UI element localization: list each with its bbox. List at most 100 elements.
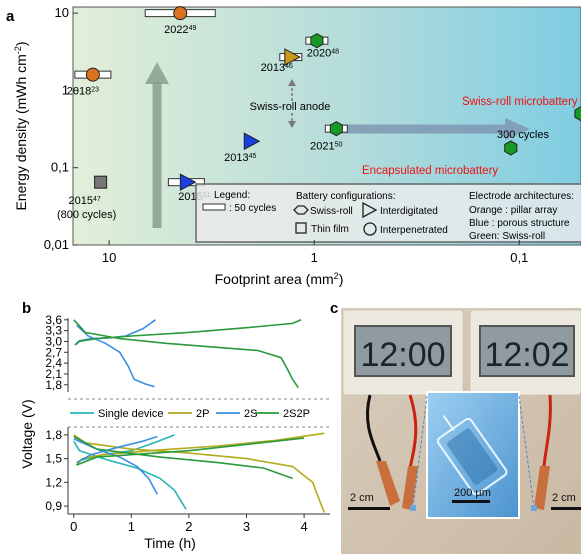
y-tick-label-b-top: 2,1: [45, 367, 62, 381]
axis-ticks-a: 10 1 0,1 10 1 0,1 0,01: [44, 5, 529, 265]
y-axis-label-b: Voltage (V): [19, 399, 35, 468]
y-axis-label-text: Energy density (mWh cm: [13, 54, 29, 210]
clip-left-2: [402, 466, 418, 510]
x-tick-label-a: 1: [311, 250, 318, 265]
point-ref: 23: [91, 86, 99, 93]
clip-left-1: [376, 461, 400, 506]
arrow-up-head: [145, 62, 169, 84]
wire-red-left: [408, 394, 418, 469]
curve-top-2s-discharge: [76, 324, 155, 388]
panel-c-photo: c 12:00 12:02 200 µm 2 cm 2 cm: [330, 300, 581, 554]
voltage-curves: [73, 319, 325, 513]
legend-a: Legend: : 50 cycles Battery configuratio…: [195, 183, 581, 243]
marker-hexagon: [329, 121, 343, 137]
legend-label-b: 2S: [244, 408, 257, 420]
wire-black-left: [365, 394, 382, 462]
point-label: 201346: [261, 62, 293, 74]
arrow-anode-up-head: [288, 79, 296, 86]
curve-bottom-2s2p-charge: [76, 437, 305, 466]
scatter-points: [74, 6, 581, 192]
point-year: 2020: [307, 48, 331, 60]
legend-label-b: Single device: [98, 408, 163, 420]
data-point: [279, 48, 303, 66]
circle-icon: [363, 222, 377, 236]
panel-label-c: c: [330, 300, 338, 317]
x-axis-label-a: Footprint area (mm2): [215, 271, 344, 287]
y-tick-label-a: 1: [62, 82, 69, 97]
arrow-right-head: [505, 118, 530, 140]
panel-label-b: b: [22, 300, 31, 317]
y-tick-label-b-top: 3,3: [45, 324, 62, 338]
y-axis-label-close: ): [13, 41, 29, 46]
point-sublabel: (800 cycles): [57, 209, 116, 221]
marker-circle: [85, 67, 100, 82]
scale-right-label: 2 cm: [552, 492, 576, 504]
y-axis-label-a: Energy density (mWh cm-2): [13, 41, 29, 210]
x-tick-label-b: 3: [243, 519, 250, 534]
data-point: [324, 121, 348, 137]
x-tick-label-b: 1: [128, 519, 135, 534]
point-label: 201547: [68, 195, 100, 207]
marker-circle: [173, 6, 188, 21]
curve-top-2s2p-charge: [74, 319, 302, 346]
swiss-roll-device: [436, 415, 508, 496]
panel-b-chart: b 0 1 2 3 43,63,33,02,72,42,11,81,81,51,20,9…: [19, 300, 330, 551]
arrow-anode-down-head: [288, 121, 296, 128]
legend-orange: Orange : pillar array: [469, 205, 557, 216]
point-label: 202048: [307, 48, 339, 60]
curve-bottom-2s2p-discharge: [73, 435, 293, 480]
y-tick-label-a: 0,01: [44, 237, 69, 252]
y-tick-label-b-top: 3,0: [45, 334, 62, 348]
lcd-right-time: 12:02: [484, 336, 569, 374]
point-year: 2013: [224, 152, 248, 164]
y-tick-label-b-top: 2,7: [45, 345, 62, 359]
y-tick-label-b-bottom: 0,9: [45, 499, 62, 513]
lcd-left: [354, 325, 452, 377]
axis-ticks-b: 0 1 2 3 43,63,33,02,72,42,11,81,81,51,20,9: [45, 313, 307, 534]
legend-thin-film: Thin film: [311, 224, 349, 235]
legend-interdigitated: Interdigitated: [380, 206, 438, 217]
data-point: [167, 173, 205, 192]
annotation-swiss-roll-microbattery: Swiss-roll microbattery: [462, 96, 578, 108]
data-point: [94, 175, 108, 189]
legend-title: Legend:: [214, 190, 250, 201]
marker-hexagon: [574, 106, 581, 122]
lcd-left-time: 12:00: [360, 336, 445, 374]
curve-top-2s2p-discharge: [73, 319, 299, 389]
marker-triangle: [284, 48, 301, 66]
marker-hexagon: [504, 140, 518, 156]
annotation-300-cycles: 300 cycles: [497, 129, 549, 141]
x-tick-label-b: 0: [70, 519, 77, 534]
legend-blue: Blue : porous structure: [469, 218, 570, 229]
point-ref: 47: [93, 196, 101, 203]
y-tick-label-b-top: 1,8: [45, 378, 62, 392]
device-marker-right: [531, 505, 537, 511]
point-label: 202150: [310, 141, 342, 153]
scale-left-bar: [348, 507, 390, 510]
y-tick-label-a: 0,1: [51, 160, 69, 175]
point-ref: 48: [331, 48, 339, 55]
data-point: [504, 140, 518, 156]
legend-bar-icon: [202, 203, 226, 211]
y-tick-label-a: 10: [55, 5, 69, 20]
y-tick-label-b-bottom: 1,8: [45, 428, 62, 442]
trend-arrows: [145, 62, 530, 228]
point-ref: 45: [249, 153, 257, 160]
y-tick-label-b-bottom: 1,5: [45, 452, 62, 466]
point-year: 2018: [67, 86, 91, 98]
curve-bottom-single-device-discharge: [73, 440, 187, 510]
legend-green: Green: Swiss-roll: [469, 231, 545, 242]
x-axis-label-b: Time (h): [144, 535, 196, 551]
annotation-swiss-roll-anode: Swiss-roll anode: [250, 101, 331, 113]
x-axis-label-exp: 2: [334, 271, 339, 281]
lcd-right: [479, 325, 575, 377]
point-ref: 49: [189, 25, 197, 32]
y-tick-label-b-bottom: 1,2: [45, 475, 62, 489]
data-point: [243, 132, 261, 151]
square-icon: [295, 222, 307, 234]
marker-triangle: [243, 132, 261, 151]
x-tick-label-b: 2: [185, 519, 192, 534]
legend-interpenetrated: Interpenetrated: [380, 225, 448, 236]
y-tick-label-b-top: 2,4: [45, 356, 62, 370]
